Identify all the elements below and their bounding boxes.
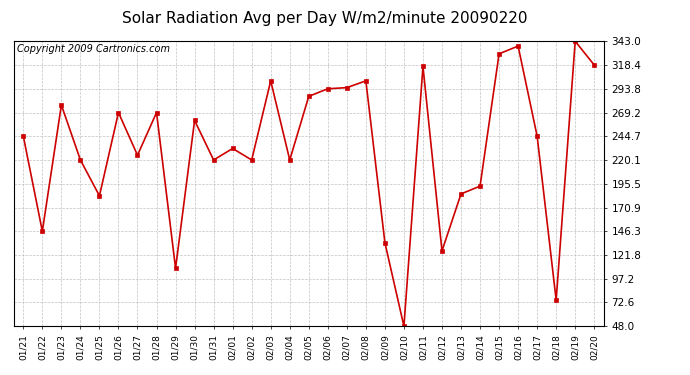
Text: Copyright 2009 Cartronics.com: Copyright 2009 Cartronics.com: [17, 44, 170, 54]
Text: Solar Radiation Avg per Day W/m2/minute 20090220: Solar Radiation Avg per Day W/m2/minute …: [121, 11, 527, 26]
